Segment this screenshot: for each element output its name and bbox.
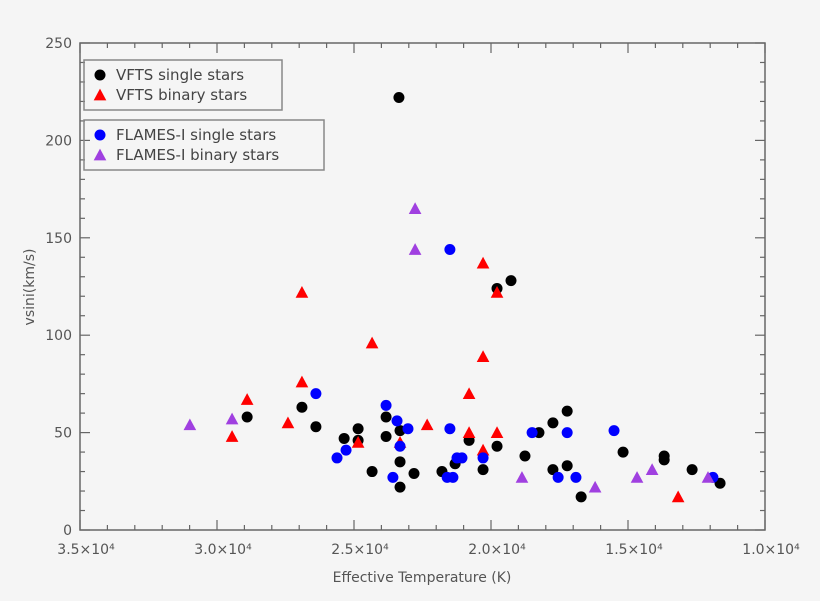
data-point-circle (338, 432, 350, 444)
data-point-circle (391, 415, 403, 427)
legend: VFTS single stars VFTS binary stars FLAMES… (83, 59, 325, 171)
y-tick-label: 250 (45, 36, 72, 52)
y-axis-label: vsini(km/s) (22, 249, 38, 326)
data-point-circle (575, 491, 587, 503)
data-point-circle (310, 421, 322, 433)
data-point-triangle (183, 418, 197, 431)
data-point-triangle (490, 426, 504, 438)
x-tick-label: 3.5×10⁴ (57, 542, 115, 558)
data-point-triangle (225, 430, 239, 442)
data-point-circle (519, 450, 531, 462)
data-point-circle (402, 423, 414, 435)
legend-marker (94, 69, 106, 81)
data-point-circle (310, 388, 322, 400)
data-point-triangle (295, 286, 309, 298)
series-flames-i-binary-stars (183, 202, 715, 493)
plot-frame (79, 42, 766, 531)
legend-label: FLAMES-I single stars (116, 126, 276, 144)
data-point-circle (366, 466, 378, 478)
data-point-circle (393, 92, 405, 104)
y-tick-label: 0 (63, 523, 72, 539)
data-point-circle (331, 452, 343, 464)
data-point-circle (477, 452, 489, 464)
data-point-circle (394, 456, 406, 468)
data-points (183, 92, 726, 503)
x-axis-label: Effective Temperature (K) (333, 570, 512, 586)
data-point-circle (444, 423, 456, 435)
data-point-circle (505, 275, 517, 287)
y-tick-label: 200 (45, 133, 72, 149)
data-point-circle (658, 454, 670, 466)
series-vfts-single-stars (241, 92, 726, 503)
data-point-circle (617, 446, 629, 458)
data-point-circle (241, 411, 253, 423)
legend-label: VFTS single stars (116, 66, 244, 84)
data-point-triangle (701, 471, 715, 483)
data-point-circle (570, 471, 582, 483)
data-point-circle (380, 399, 392, 411)
data-point-circle (296, 401, 308, 413)
x-tick-label: 2.5×10⁴ (331, 542, 389, 558)
legend-marker (93, 148, 107, 161)
data-point-circle (380, 411, 392, 423)
legend-label: VFTS binary stars (116, 86, 247, 104)
data-point-circle (447, 471, 459, 483)
data-point-triangle (420, 418, 434, 431)
data-point-circle (547, 464, 559, 476)
data-point-circle (552, 471, 564, 483)
data-point-triangle (462, 387, 476, 400)
data-point-circle (526, 427, 538, 439)
data-point-circle (352, 423, 364, 435)
data-point-triangle (351, 436, 365, 448)
x-tick-label: 2.0×10⁴ (468, 542, 526, 558)
data-point-triangle (515, 471, 529, 483)
data-point-circle (456, 452, 468, 464)
y-tick-label: 50 (54, 426, 72, 442)
data-point-triangle (671, 490, 685, 503)
data-point-circle (477, 464, 489, 476)
x-tick-label: 1.5×10⁴ (605, 542, 663, 558)
legend-box (83, 119, 325, 171)
data-point-circle (561, 427, 573, 439)
legend-box (83, 59, 283, 111)
axes: 3.5×10⁴ 3.0×10⁴ 2.5×10⁴ 2.0×10⁴ 1.5×10⁴ 1.0×1… (45, 36, 800, 558)
data-point-circle (394, 481, 406, 493)
data-point-triangle (462, 426, 476, 438)
data-point-triangle (408, 243, 422, 255)
data-point-circle (686, 464, 698, 476)
series-flames-i-single-stars (310, 243, 719, 483)
data-point-circle (380, 430, 392, 442)
data-point-circle (608, 425, 620, 437)
x-tick-label: 1.0×10⁴ (742, 542, 800, 558)
legend-label: FLAMES-I binary stars (116, 146, 279, 164)
data-point-circle (387, 471, 399, 483)
data-point-triangle (240, 393, 254, 405)
data-point-triangle (295, 375, 309, 388)
data-point-triangle (588, 480, 602, 493)
legend-marker (94, 129, 106, 141)
data-point-triangle (630, 471, 644, 483)
y-tick-label: 100 (45, 328, 72, 344)
data-point-triangle (281, 416, 295, 429)
x-tick-label: 3.0×10⁴ (194, 542, 252, 558)
data-point-triangle (490, 286, 504, 298)
data-point-circle (444, 243, 456, 255)
data-point-circle (547, 417, 559, 429)
data-point-triangle (645, 463, 659, 475)
data-point-triangle (365, 336, 379, 349)
y-tick-label: 150 (45, 231, 72, 247)
data-point-circle (491, 440, 503, 452)
data-point-triangle (476, 256, 490, 269)
data-point-triangle (225, 412, 239, 425)
data-point-circle (394, 440, 406, 452)
data-point-circle (561, 460, 573, 472)
data-point-triangle (476, 350, 490, 363)
data-point-circle (561, 405, 573, 417)
legend-marker (93, 88, 107, 101)
data-point-circle (408, 468, 420, 480)
data-point-triangle (476, 443, 490, 456)
data-point-triangle (408, 202, 422, 214)
data-point-circle (340, 444, 352, 456)
